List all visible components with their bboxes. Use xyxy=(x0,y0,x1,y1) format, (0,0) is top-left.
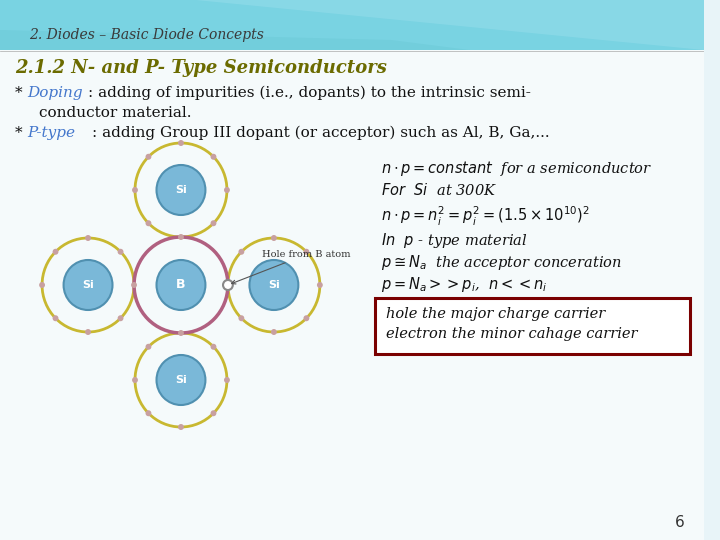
Text: P-type: P-type xyxy=(27,126,76,140)
Circle shape xyxy=(238,315,244,321)
Circle shape xyxy=(156,355,205,405)
Circle shape xyxy=(85,329,91,335)
Text: Hole from B atom: Hole from B atom xyxy=(232,250,351,284)
Text: $For$  $Si$  at 300K: $For$ $Si$ at 300K xyxy=(382,182,498,198)
FancyBboxPatch shape xyxy=(0,50,704,540)
Circle shape xyxy=(178,140,184,146)
Circle shape xyxy=(178,424,184,430)
Circle shape xyxy=(132,187,138,193)
Circle shape xyxy=(145,410,151,416)
FancyBboxPatch shape xyxy=(374,298,690,354)
Text: $We\ call$: $We\ call$ xyxy=(382,300,437,316)
Text: Si: Si xyxy=(268,280,280,290)
Text: $p = N_a >> p_i$,  $n << n_i$: $p = N_a >> p_i$, $n << n_i$ xyxy=(382,274,548,294)
Text: 2.1.2 N- and P- Type Semiconductors: 2.1.2 N- and P- Type Semiconductors xyxy=(14,59,387,77)
Text: $n \cdot p = constant$  for a semiconductor: $n \cdot p = constant$ for a semiconduct… xyxy=(382,159,653,178)
Circle shape xyxy=(223,280,233,290)
Polygon shape xyxy=(0,0,704,80)
Text: conductor material.: conductor material. xyxy=(39,106,192,120)
Polygon shape xyxy=(196,0,704,50)
Circle shape xyxy=(238,249,244,255)
Circle shape xyxy=(117,315,124,321)
Text: $n \cdot p = n_i^2 = p_i^2 = \left(1.5\times10^{10}\right)^2$: $n \cdot p = n_i^2 = p_i^2 = \left(1.5\t… xyxy=(382,205,590,227)
Circle shape xyxy=(117,249,124,255)
Text: hole the major charge carrier: hole the major charge carrier xyxy=(387,307,606,321)
Circle shape xyxy=(145,344,151,350)
Circle shape xyxy=(303,315,310,321)
Text: Si: Si xyxy=(82,280,94,290)
Text: Si: Si xyxy=(175,375,187,385)
Text: Si: Si xyxy=(175,185,187,195)
Circle shape xyxy=(39,282,45,288)
Text: 6: 6 xyxy=(675,515,685,530)
Circle shape xyxy=(53,249,58,255)
Circle shape xyxy=(249,260,298,310)
Text: 2. Diodes – Basic Diode Concepts: 2. Diodes – Basic Diode Concepts xyxy=(30,28,264,42)
Text: $p \cong N_a$  the acceptor conceration: $p \cong N_a$ the acceptor conceration xyxy=(382,253,623,272)
Text: electron the minor cahage carrier: electron the minor cahage carrier xyxy=(387,327,638,341)
Circle shape xyxy=(271,329,276,335)
Circle shape xyxy=(85,235,91,241)
Polygon shape xyxy=(0,0,704,110)
Text: : adding of impurities (i.e., dopants) to the intrinsic semi-: : adding of impurities (i.e., dopants) t… xyxy=(88,86,531,100)
Text: B: B xyxy=(176,279,186,292)
Circle shape xyxy=(210,154,217,160)
Circle shape xyxy=(210,220,217,226)
Text: : adding Group III dopant (or acceptor) such as Al, B, Ga,...: : adding Group III dopant (or acceptor) … xyxy=(92,126,549,140)
Text: Doping: Doping xyxy=(27,86,83,100)
Circle shape xyxy=(178,234,184,240)
Circle shape xyxy=(131,282,137,288)
Circle shape xyxy=(63,260,112,310)
Circle shape xyxy=(156,165,205,215)
Circle shape xyxy=(317,282,323,288)
Circle shape xyxy=(178,330,184,336)
Circle shape xyxy=(303,249,310,255)
Circle shape xyxy=(145,154,151,160)
Circle shape xyxy=(132,377,138,383)
Circle shape xyxy=(224,377,230,383)
Circle shape xyxy=(271,235,276,241)
Circle shape xyxy=(210,344,217,350)
Circle shape xyxy=(53,315,58,321)
Circle shape xyxy=(145,220,151,226)
Text: *: * xyxy=(14,126,27,140)
Circle shape xyxy=(225,282,231,288)
Text: *: * xyxy=(14,86,27,100)
Circle shape xyxy=(156,260,205,310)
Circle shape xyxy=(224,187,230,193)
Circle shape xyxy=(210,410,217,416)
Text: $In$  $p$ - type material: $In$ $p$ - type material xyxy=(382,231,528,249)
